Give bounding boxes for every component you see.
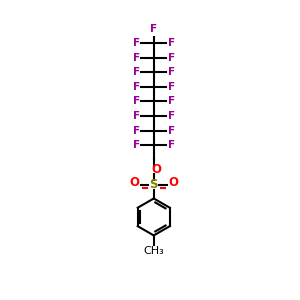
Text: F: F (168, 140, 175, 150)
Text: O: O (168, 176, 178, 189)
Text: F: F (168, 111, 175, 121)
Text: F: F (168, 52, 175, 63)
Text: O: O (152, 164, 162, 176)
Text: F: F (133, 126, 140, 136)
Text: F: F (168, 82, 175, 92)
Text: F: F (168, 67, 175, 77)
Text: F: F (133, 111, 140, 121)
Text: F: F (150, 24, 157, 34)
Text: F: F (168, 96, 175, 106)
Text: F: F (133, 67, 140, 77)
Text: F: F (133, 82, 140, 92)
Text: F: F (133, 38, 140, 48)
Text: CH₃: CH₃ (143, 246, 164, 256)
Text: F: F (133, 140, 140, 150)
Text: F: F (133, 96, 140, 106)
Text: F: F (168, 126, 175, 136)
Text: S: S (149, 178, 158, 191)
Text: F: F (168, 38, 175, 48)
Text: O: O (129, 176, 139, 189)
Text: F: F (133, 52, 140, 63)
